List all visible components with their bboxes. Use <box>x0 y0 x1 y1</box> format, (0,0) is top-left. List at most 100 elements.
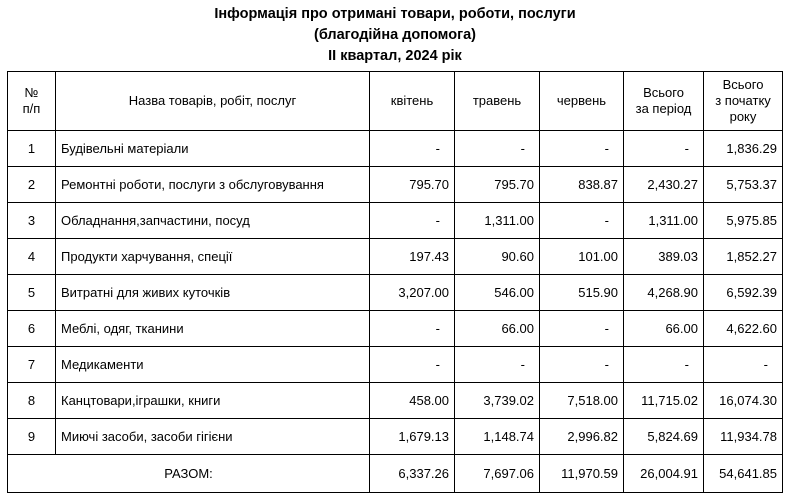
row-value-may: 66.00 <box>454 310 540 347</box>
row-number: 4 <box>7 238 56 275</box>
header-april: квітень <box>369 71 455 131</box>
row-item-name: Витратні для живих куточків <box>55 274 370 311</box>
row-value-april: 795.70 <box>369 166 455 203</box>
row-value-ytd: 1,852.27 <box>703 238 783 275</box>
header-period-line-1: Всього <box>643 85 684 100</box>
row-item-name: Медикаменти <box>55 346 370 383</box>
row-value-june: 2,996.82 <box>539 418 624 455</box>
row-value-may: 795.70 <box>454 166 540 203</box>
row-value-may: 3,739.02 <box>454 382 540 419</box>
row-number: 8 <box>7 382 56 419</box>
row-item-name: Обладнання,запчастини, посуд <box>55 202 370 239</box>
row-value-period: 11,715.02 <box>623 382 704 419</box>
row-value-ytd: 5,753.37 <box>703 166 783 203</box>
total-label: РАЗОМ: <box>7 454 370 493</box>
row-value-april: 197.43 <box>369 238 455 275</box>
table-header-row: № п/п Назва товарів, робіт, послуг квіте… <box>7 71 783 131</box>
table-row: 9 Миючі засоби, засоби гігієни 1,679.13 1,1… <box>7 418 783 455</box>
report-table: № п/п Назва товарів, робіт, послуг квіте… <box>7 71 783 493</box>
header-number-line-2: п/п <box>22 101 41 116</box>
row-value-may: - <box>454 346 540 383</box>
table-row: 7 Медикаменти - - - - - <box>7 346 783 383</box>
row-value-june: - <box>539 202 624 239</box>
header-ytd-total: Всього з початку року <box>703 71 783 131</box>
row-value-ytd: 5,975.85 <box>703 202 783 239</box>
report-title: Інформація про отримані товари, роботи, … <box>0 4 790 67</box>
row-value-june: 101.00 <box>539 238 624 275</box>
row-value-ytd: 6,592.39 <box>703 274 783 311</box>
total-value-ytd: 54,641.85 <box>703 454 783 493</box>
row-value-period: - <box>623 346 704 383</box>
table-row: 4 Продукти харчування, спеції 197.43 90.60 1… <box>7 238 783 275</box>
table-row: 2 Ремонтні роботи, послуги з обслуговуван… <box>7 166 783 203</box>
total-value-period: 26,004.91 <box>623 454 704 493</box>
header-number-line-1: № <box>24 85 39 100</box>
row-value-april: - <box>369 202 455 239</box>
row-value-june: 7,518.00 <box>539 382 624 419</box>
row-number: 6 <box>7 310 56 347</box>
row-value-june: 515.90 <box>539 274 624 311</box>
table-row: 3 Обладнання,запчастини, посуд -1,311.00-1… <box>7 202 783 239</box>
header-may: травень <box>454 71 540 131</box>
row-value-may: - <box>454 130 540 167</box>
row-item-name: Миючі засоби, засоби гігієни <box>55 418 370 455</box>
row-number: 3 <box>7 202 56 239</box>
row-value-period: 1,311.00 <box>623 202 704 239</box>
row-number: 1 <box>7 130 56 167</box>
row-value-ytd: 16,074.30 <box>703 382 783 419</box>
row-number: 2 <box>7 166 56 203</box>
row-value-may: 1,311.00 <box>454 202 540 239</box>
row-value-april: - <box>369 310 455 347</box>
title-line-2: (благодійна допомога) <box>313 27 477 43</box>
row-value-ytd: 4,622.60 <box>703 310 783 347</box>
row-value-ytd: - <box>703 346 783 383</box>
total-value-april: 6,337.26 <box>369 454 455 493</box>
table-row: 1 Будівельні матеріали - - - -1,836.29 <box>7 130 783 167</box>
row-value-may: 546.00 <box>454 274 540 311</box>
table-row: 6 Меблі, одяг, тканини -66.00-66.00 4,622.6… <box>7 310 783 347</box>
row-value-june: 838.87 <box>539 166 624 203</box>
title-line-3: ІІ квартал, 2024 рік <box>328 48 462 64</box>
row-value-june: - <box>539 130 624 167</box>
header-june: червень <box>539 71 624 131</box>
header-period-total: Всього за період <box>623 71 704 131</box>
header-ytd-line-2: з початку <box>715 93 771 108</box>
row-value-period: - <box>623 130 704 167</box>
total-row: РАЗОМ: 6,337.26 7,697.06 11,970.59 26,004.91… <box>7 454 783 493</box>
row-item-name: Канцтовари,іграшки, книги <box>55 382 370 419</box>
row-number: 7 <box>7 346 56 383</box>
title-line-1: Інформація про отримані товари, роботи, … <box>214 6 576 22</box>
row-value-period: 389.03 <box>623 238 704 275</box>
table-body: № п/п Назва товарів, робіт, послуг квіте… <box>7 71 783 493</box>
row-item-name: Меблі, одяг, тканини <box>55 310 370 347</box>
row-number: 9 <box>7 418 56 455</box>
header-ytd-line-1: Всього <box>722 77 764 92</box>
header-period-line-2: за період <box>635 101 692 116</box>
total-value-may: 7,697.06 <box>454 454 540 493</box>
row-value-april: 3,207.00 <box>369 274 455 311</box>
header-number: № п/п <box>7 71 56 131</box>
row-value-ytd: 1,836.29 <box>703 130 783 167</box>
row-value-june: - <box>539 346 624 383</box>
table-row: 5 Витратні для живих куточків 3,207.00 546.… <box>7 274 783 311</box>
row-value-april: 458.00 <box>369 382 455 419</box>
row-value-may: 90.60 <box>454 238 540 275</box>
row-value-april: - <box>369 346 455 383</box>
row-number: 5 <box>7 274 56 311</box>
row-value-april: 1,679.13 <box>369 418 455 455</box>
row-value-june: - <box>539 310 624 347</box>
header-ytd-line-3: року <box>729 109 757 124</box>
row-item-name: Будівельні матеріали <box>55 130 370 167</box>
row-value-period: 4,268.90 <box>623 274 704 311</box>
row-value-period: 2,430.27 <box>623 166 704 203</box>
total-value-june: 11,970.59 <box>539 454 624 493</box>
row-value-april: - <box>369 130 455 167</box>
header-name: Назва товарів, робіт, послуг <box>55 71 370 131</box>
row-value-period: 66.00 <box>623 310 704 347</box>
row-item-name: Продукти харчування, спеції <box>55 238 370 275</box>
row-value-may: 1,148.74 <box>454 418 540 455</box>
table-row: 8 Канцтовари,іграшки, книги 458.00 3,739.02… <box>7 382 783 419</box>
row-value-period: 5,824.69 <box>623 418 704 455</box>
row-item-name: Ремонтні роботи, послуги з обслуговуванн… <box>55 166 370 203</box>
row-value-ytd: 11,934.78 <box>703 418 783 455</box>
